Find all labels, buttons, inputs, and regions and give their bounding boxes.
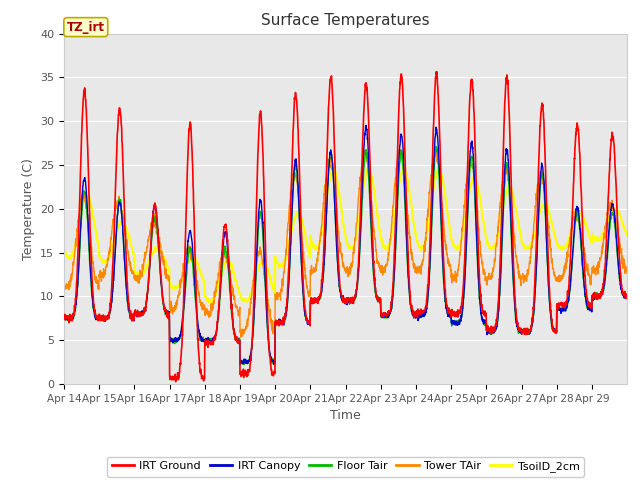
- Text: TZ_irt: TZ_irt: [67, 21, 105, 34]
- Title: Surface Temperatures: Surface Temperatures: [261, 13, 430, 28]
- Legend: IRT Ground, IRT Canopy, Floor Tair, Tower TAir, TsoilD_2cm: IRT Ground, IRT Canopy, Floor Tair, Towe…: [107, 457, 584, 477]
- X-axis label: Time: Time: [330, 409, 361, 422]
- Y-axis label: Temperature (C): Temperature (C): [22, 158, 35, 260]
